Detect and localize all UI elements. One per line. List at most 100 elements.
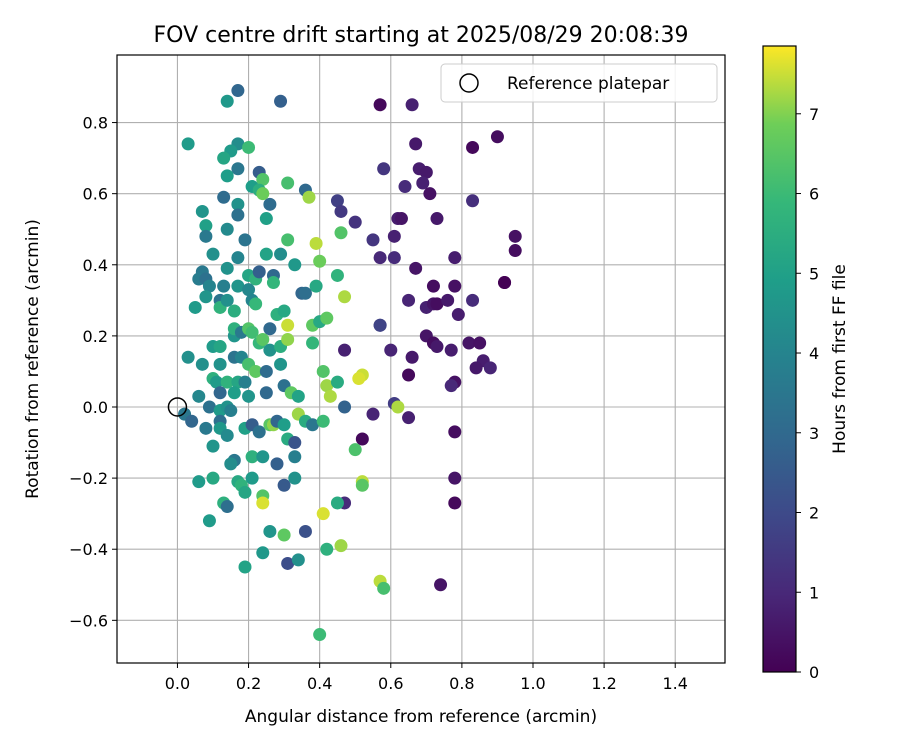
data-point bbox=[274, 357, 288, 371]
plot-frame bbox=[116, 54, 726, 664]
data-point bbox=[316, 414, 330, 428]
data-point bbox=[231, 208, 245, 222]
data-point bbox=[316, 364, 330, 378]
data-point bbox=[181, 350, 195, 364]
data-point bbox=[206, 439, 220, 453]
data-point bbox=[394, 212, 408, 226]
data-point bbox=[416, 176, 430, 190]
data-point bbox=[202, 400, 216, 414]
legend: Reference platepar bbox=[440, 63, 718, 103]
data-point bbox=[281, 318, 295, 332]
data-point bbox=[220, 261, 234, 275]
data-point bbox=[238, 375, 252, 389]
x-tick-label: 0.8 bbox=[449, 674, 474, 693]
data-point bbox=[238, 233, 252, 247]
data-point bbox=[220, 428, 234, 442]
data-point bbox=[391, 400, 405, 414]
data-point bbox=[252, 425, 266, 439]
data-point bbox=[249, 297, 263, 311]
data-point bbox=[195, 204, 209, 218]
y-tick-label: −0.2 bbox=[69, 469, 108, 488]
data-point bbox=[373, 98, 387, 112]
data-point bbox=[224, 404, 238, 418]
data-point bbox=[334, 539, 348, 553]
data-point bbox=[320, 311, 334, 325]
data-point bbox=[227, 304, 241, 318]
data-point bbox=[259, 212, 273, 226]
x-tick-label: 0.6 bbox=[378, 674, 403, 693]
data-point bbox=[231, 197, 245, 211]
colorbar-ticks: 0 1 2 3 4 5 6 7 bbox=[796, 105, 819, 682]
data-point bbox=[473, 336, 487, 350]
data-point bbox=[224, 457, 238, 471]
data-point bbox=[259, 386, 273, 400]
data-point bbox=[444, 379, 458, 393]
data-point bbox=[256, 450, 270, 464]
data-point bbox=[256, 332, 270, 346]
data-point bbox=[274, 94, 288, 108]
data-point bbox=[192, 475, 206, 489]
data-point bbox=[199, 229, 213, 243]
data-point bbox=[220, 375, 234, 389]
data-point bbox=[288, 471, 302, 485]
scatter-points bbox=[178, 84, 522, 642]
data-point bbox=[405, 98, 419, 112]
data-point bbox=[199, 219, 213, 233]
data-point bbox=[426, 279, 440, 293]
data-point bbox=[188, 300, 202, 314]
data-point bbox=[231, 251, 245, 265]
data-point bbox=[348, 443, 362, 457]
data-point bbox=[259, 247, 273, 261]
colorbar-tick-label: 5 bbox=[809, 264, 819, 283]
x-axis-ticks: 0.0 0.2 0.4 0.6 0.8 1.0 1.2 1.4 bbox=[165, 663, 688, 693]
data-point bbox=[313, 628, 327, 642]
data-point bbox=[316, 507, 330, 521]
data-point bbox=[220, 94, 234, 108]
data-point bbox=[398, 180, 412, 194]
data-point bbox=[242, 389, 256, 403]
data-point bbox=[259, 364, 273, 378]
data-point bbox=[263, 343, 277, 357]
data-point bbox=[330, 496, 344, 510]
y-tick-label: 0.6 bbox=[83, 185, 108, 204]
y-axis-label: Rotation from reference (arcmin) bbox=[23, 219, 43, 499]
x-tick-label: 1.4 bbox=[662, 674, 687, 693]
data-point bbox=[256, 187, 270, 201]
data-point bbox=[206, 471, 220, 485]
data-point bbox=[213, 386, 227, 400]
data-point bbox=[448, 425, 462, 439]
data-point bbox=[409, 137, 423, 151]
data-point bbox=[309, 279, 323, 293]
data-point bbox=[245, 471, 259, 485]
colorbar-tick-label: 7 bbox=[809, 105, 819, 124]
data-point bbox=[466, 293, 480, 307]
data-point bbox=[220, 222, 234, 236]
data-point bbox=[199, 290, 213, 304]
x-tick-label: 0.0 bbox=[165, 674, 190, 693]
data-point bbox=[387, 229, 401, 243]
y-tick-label: 0.4 bbox=[83, 256, 108, 275]
data-point bbox=[330, 375, 344, 389]
data-point bbox=[263, 322, 277, 336]
data-point bbox=[338, 290, 352, 304]
reference-platepar-marker bbox=[167, 397, 188, 417]
data-point bbox=[270, 457, 284, 471]
y-tick-label: 0.2 bbox=[83, 327, 108, 346]
data-point bbox=[430, 297, 444, 311]
data-point bbox=[302, 190, 316, 204]
legend-label: Reference platepar bbox=[507, 74, 669, 94]
data-point bbox=[355, 432, 369, 446]
data-point bbox=[306, 336, 320, 350]
data-point bbox=[217, 190, 231, 204]
data-point bbox=[377, 581, 391, 595]
data-point bbox=[448, 471, 462, 485]
data-point bbox=[281, 556, 295, 570]
data-point bbox=[192, 389, 206, 403]
data-point bbox=[217, 151, 231, 165]
data-point bbox=[263, 197, 277, 211]
data-point bbox=[277, 304, 291, 318]
y-axis-ticks: −0.6 −0.4 −0.2 0.0 0.2 0.4 0.6 0.8 bbox=[69, 114, 117, 630]
data-point bbox=[199, 421, 213, 435]
data-point bbox=[231, 279, 245, 293]
